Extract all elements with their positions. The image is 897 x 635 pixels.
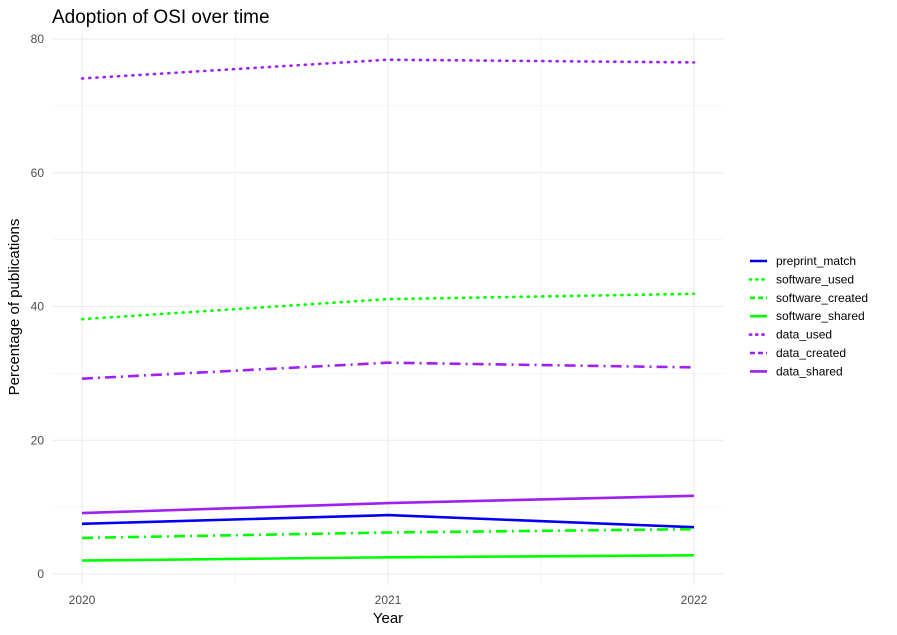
y-axis-tick-labels: 0 20 40 60 80 xyxy=(31,32,45,581)
x-tick-label: 2020 xyxy=(69,593,96,607)
legend-label: software_shared xyxy=(776,309,865,323)
legend-item-software-created: software_created xyxy=(750,291,868,305)
series-line-data-used xyxy=(80,58,696,80)
series-line-software-shared xyxy=(81,554,695,562)
series-line-data-created xyxy=(81,361,695,380)
y-tick-label: 60 xyxy=(31,166,45,180)
y-tick-label: 80 xyxy=(31,32,45,46)
series-line-software-created xyxy=(81,527,695,540)
legend-label: data_created xyxy=(776,346,846,360)
series-line-preprint-match xyxy=(81,513,695,529)
x-tick-label: 2022 xyxy=(681,593,708,607)
legend-label: data_used xyxy=(776,328,832,342)
series-line-data-shared xyxy=(81,494,695,515)
y-tick-label: 20 xyxy=(31,433,45,447)
x-tick-label: 2021 xyxy=(375,593,402,607)
series-lines xyxy=(80,58,696,562)
legend-label: preprint_match xyxy=(776,254,856,268)
chart-title: Adoption of OSI over time xyxy=(52,7,270,28)
legend-item-software-used: software_used xyxy=(748,272,854,286)
legend: preprint_match software_used software_crea… xyxy=(748,254,868,378)
legend-item-preprint-match: preprint_match xyxy=(750,254,856,268)
legend-item-data-created: data_created xyxy=(750,346,846,360)
legend-label: data_shared xyxy=(776,364,843,378)
legend-item-data-used: data_used xyxy=(748,328,832,342)
y-axis-title: Percentage of publications xyxy=(6,219,23,396)
legend-item-data-shared: data_shared xyxy=(750,364,843,378)
y-tick-label: 0 xyxy=(37,567,44,581)
series-line-software-used xyxy=(80,292,696,321)
legend-item-software-shared: software_shared xyxy=(750,309,865,323)
major-gridlines xyxy=(52,34,724,585)
y-tick-label: 40 xyxy=(31,300,45,314)
legend-label: software_created xyxy=(776,291,868,305)
x-axis-title: Year xyxy=(373,610,403,627)
legend-label: software_used xyxy=(776,272,854,286)
x-axis-tick-labels: 2020 2021 2022 xyxy=(69,593,708,607)
